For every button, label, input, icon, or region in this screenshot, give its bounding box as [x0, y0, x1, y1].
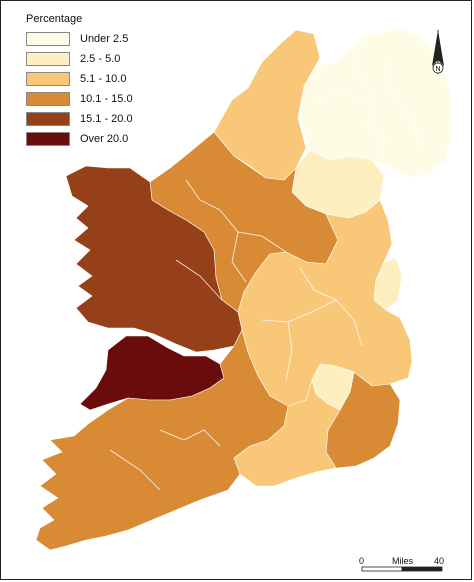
legend-swatch	[26, 32, 70, 46]
legend-swatch	[26, 52, 70, 66]
legend-item: Over 20.0	[26, 129, 146, 149]
scale-end-label: 40	[434, 556, 445, 566]
region-northern-ireland	[299, 27, 453, 179]
legend-item: 10.1 - 15.0	[26, 89, 146, 109]
legend-title: Percentage	[26, 13, 83, 25]
legend-label: 5.1 - 10.0	[80, 73, 127, 85]
region-west	[65, 165, 243, 353]
legend: Percentage Under 2.5 2.5 - 5.0 5.1 - 10.…	[26, 13, 146, 149]
county-boundaries	[109, 39, 421, 491]
north-arrow-letter: N	[435, 66, 440, 73]
scale-start-label: 0	[359, 556, 365, 566]
legend-label: 15.1 - 20.0	[80, 113, 133, 125]
legend-swatch	[26, 132, 70, 146]
north-arrow-icon	[432, 30, 444, 74]
legend-label: 10.1 - 15.0	[80, 93, 133, 105]
legend-label: 2.5 - 5.0	[80, 53, 121, 65]
legend-swatch	[26, 112, 70, 126]
legend-label: Over 20.0	[80, 133, 129, 145]
scale-bar	[361, 566, 443, 572]
legend-item: 2.5 - 5.0	[26, 49, 146, 69]
legend-swatch	[26, 92, 70, 106]
legend-item: 15.1 - 20.0	[26, 109, 146, 129]
legend-swatch	[26, 72, 70, 86]
legend-item: Under 2.5	[26, 29, 146, 49]
legend-item: 5.1 - 10.0	[26, 69, 146, 89]
region-southwest	[35, 329, 289, 551]
legend-label: Under 2.5	[80, 33, 129, 45]
region-donegal	[213, 29, 321, 181]
scale-unit-label: Miles	[392, 556, 414, 566]
